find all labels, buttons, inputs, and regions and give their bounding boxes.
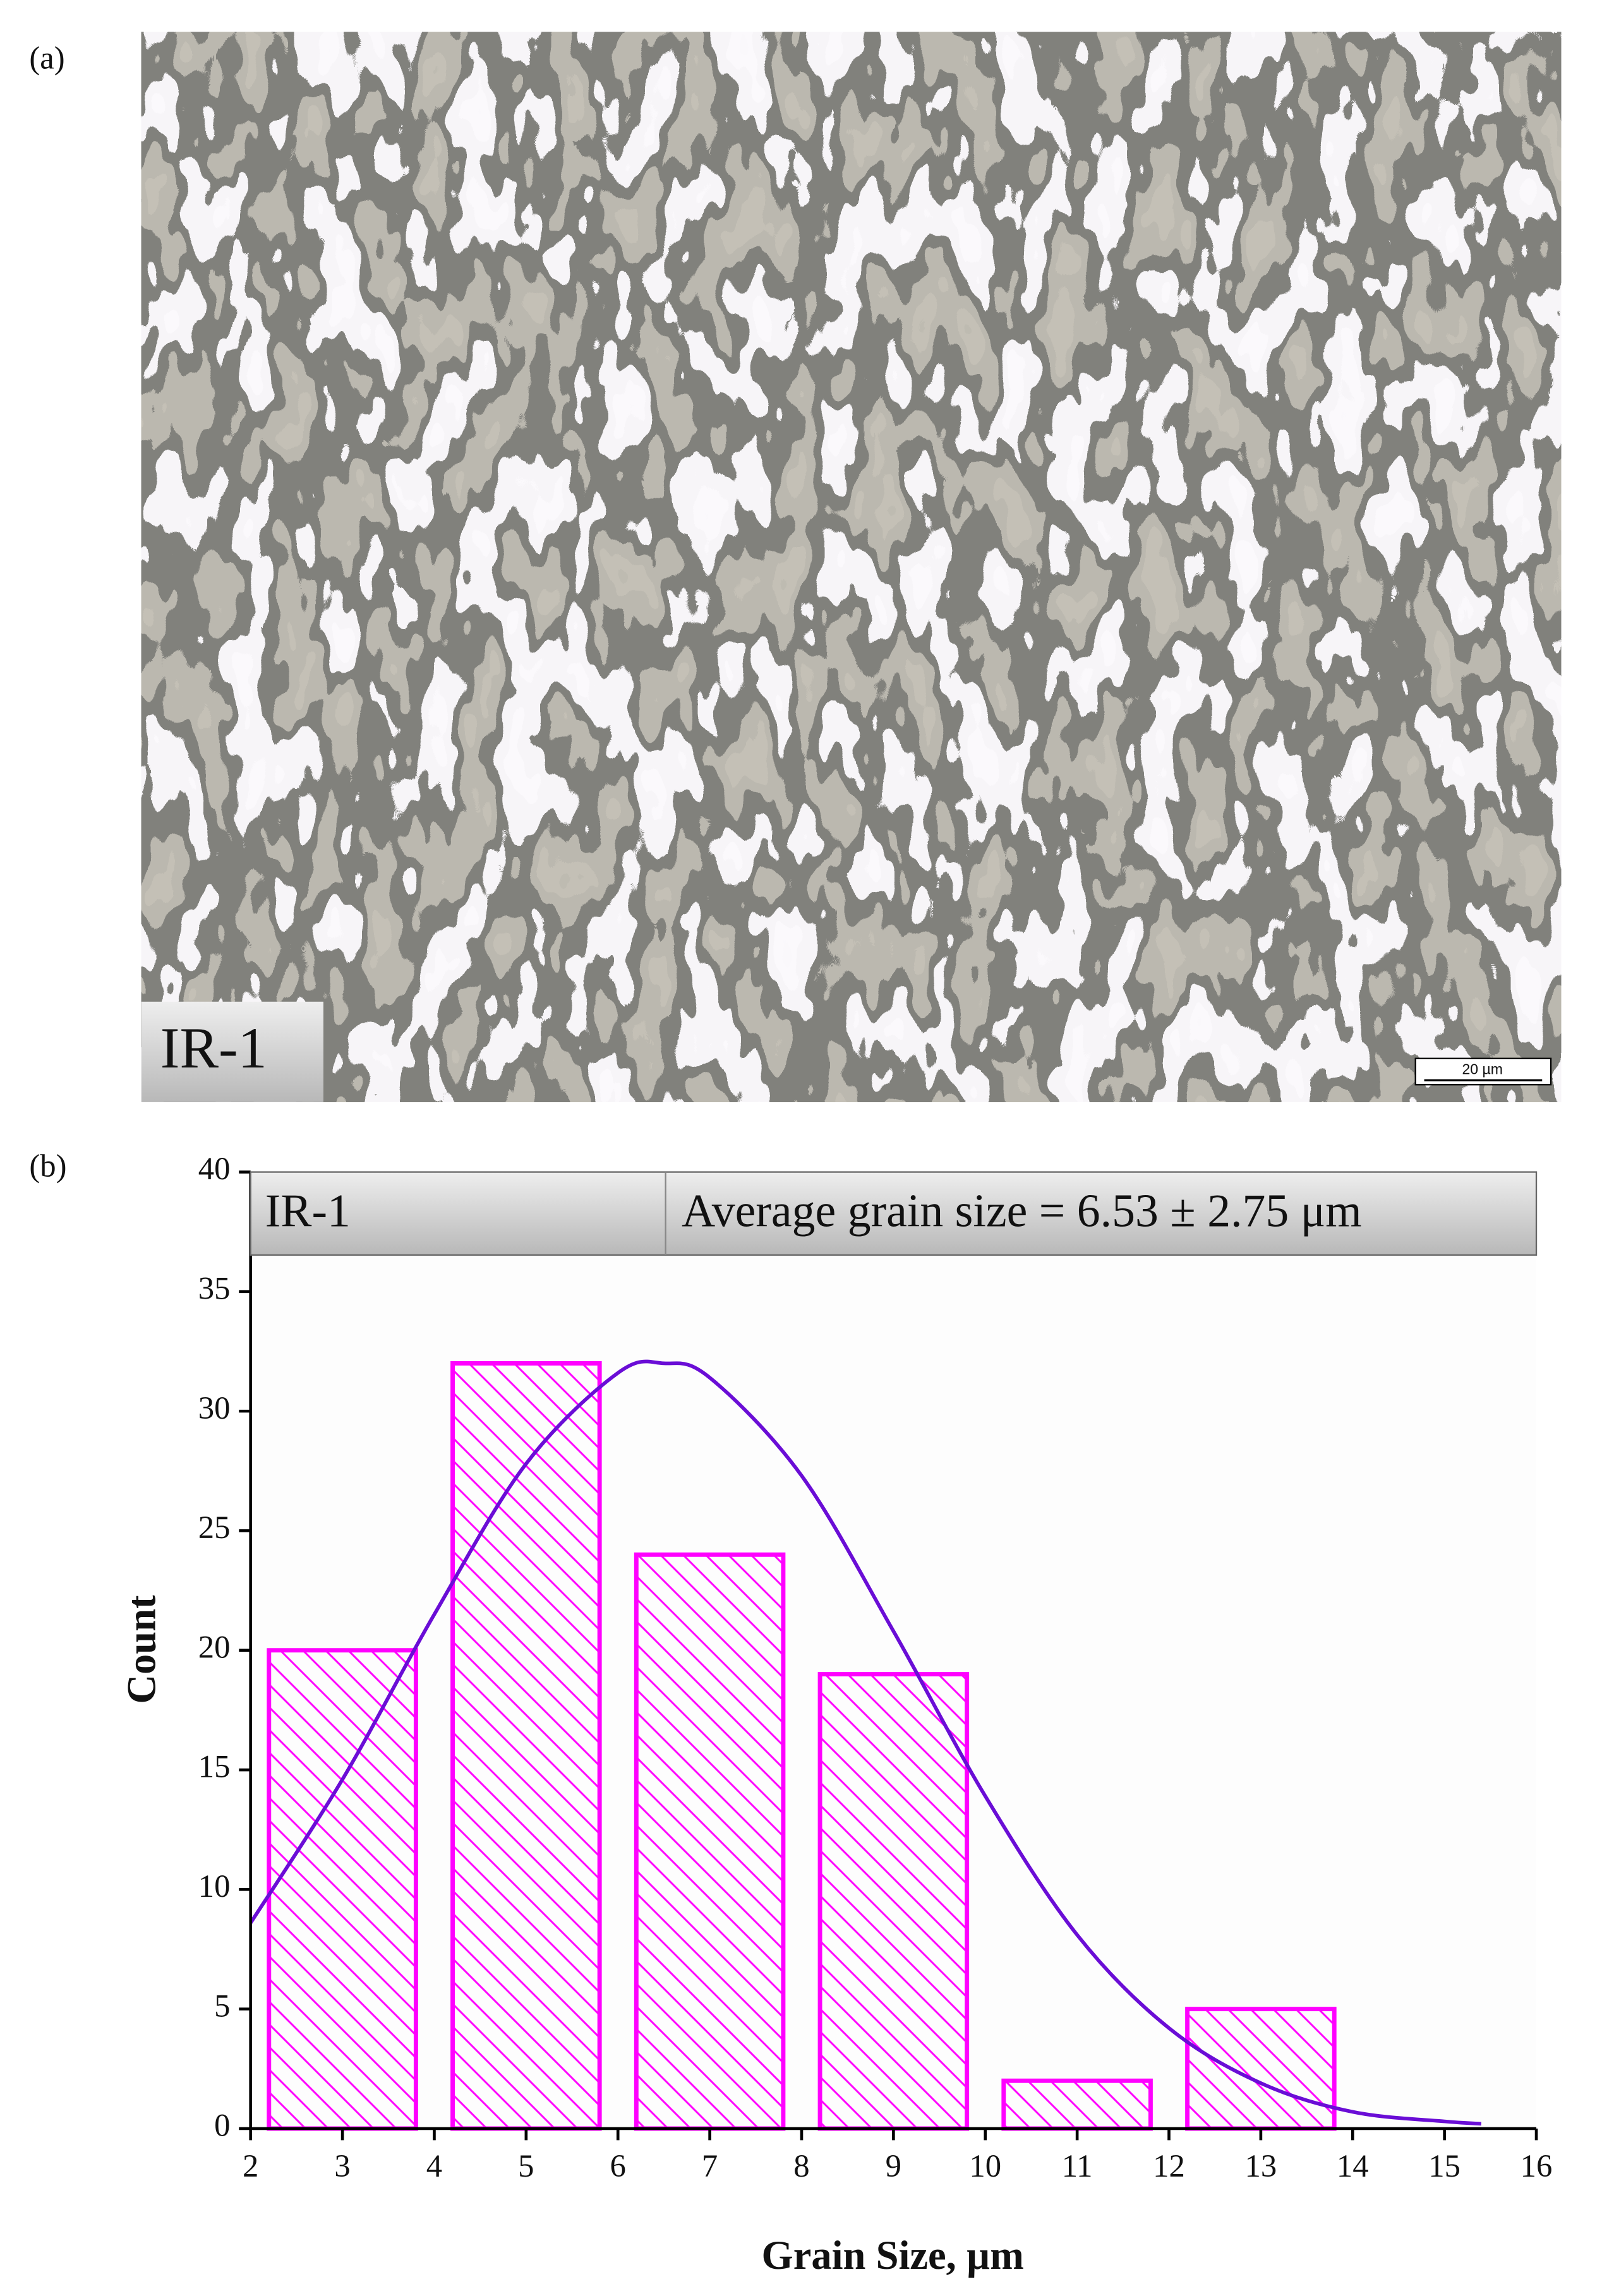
x-tick-label: 4	[426, 2148, 442, 2184]
y-tick-label: 10	[198, 1868, 231, 1904]
panel-label: (a)	[29, 40, 64, 75]
fit-curve	[249, 1359, 1481, 2126]
bar	[1185, 2007, 1337, 2131]
x-tick-label: 16	[1521, 2148, 1553, 2184]
bar	[450, 1361, 602, 2131]
image-label: IR-1	[160, 1016, 267, 1080]
y-tick-label: 5	[214, 1988, 230, 2023]
x-tick-label: 8	[793, 2148, 809, 2184]
x-tick-label: 5	[518, 2148, 534, 2184]
plot: 0 5 10 15 20 25 30 35 40 2 3 4 5 6 7 8 9 10 11 12 13 14 15 16	[198, 1151, 1553, 2184]
panel-label: (b)	[29, 1148, 66, 1184]
y-tick-label: 25	[198, 1510, 231, 1545]
x-tick-label: 7	[702, 2148, 718, 2184]
y-tick-label: 15	[198, 1749, 231, 1784]
x-tick-label: 12	[1153, 2148, 1185, 2184]
x-axis-title: Grain Size, µm	[762, 2232, 1024, 2278]
x-tick-label: 13	[1245, 2148, 1277, 2184]
x-tick-label: 10	[969, 2148, 1001, 2184]
header-left: IR-1	[265, 1185, 351, 1237]
header-box	[250, 1171, 1538, 1256]
bar	[634, 1552, 786, 2131]
bar	[267, 1648, 418, 2131]
bar	[817, 1672, 970, 2131]
micrograph	[141, 32, 1562, 1102]
y-tick-label: 20	[198, 1629, 231, 1664]
x-tick-label: 11	[1062, 2148, 1093, 2184]
y-tick-label: 40	[198, 1151, 231, 1186]
x-tick-label: 14	[1337, 2148, 1369, 2184]
image-label-box	[141, 1001, 323, 1102]
y-tick-label: 30	[198, 1390, 231, 1426]
scale-bar-label: 20 µm	[1462, 1061, 1503, 1077]
x-tick-label: 3	[334, 2148, 350, 2184]
y-axis-title: Count	[119, 1595, 164, 1704]
x-tick-label: 2	[243, 2148, 258, 2184]
x-tick-label: 9	[886, 2148, 901, 2184]
header-right: Average grain size = 6.53 ± 2.75 μm	[682, 1185, 1362, 1237]
x-tick-label: 6	[610, 2148, 626, 2184]
x-tick-label: 15	[1428, 2148, 1460, 2184]
y-tick-label: 0	[214, 2108, 230, 2143]
bar	[1001, 2078, 1153, 2131]
y-tick-label: 35	[198, 1270, 231, 1306]
